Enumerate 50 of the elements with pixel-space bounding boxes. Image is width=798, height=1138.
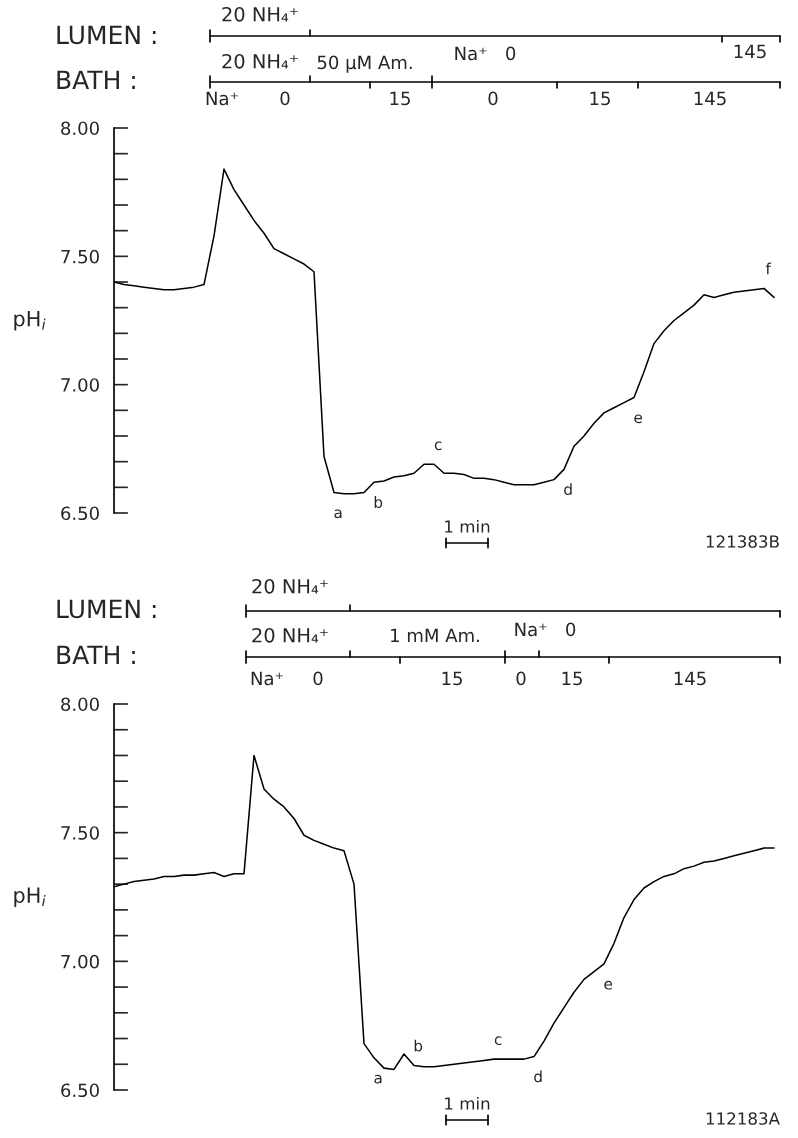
data-label: c (494, 1036, 502, 1046)
data-label: d (564, 483, 572, 496)
data-label: a (334, 509, 342, 519)
data-label: e (634, 414, 643, 424)
y-tick-label: 7.50 (61, 826, 99, 840)
text: 112183A (706, 1112, 780, 1125)
text: 20 NH₄⁺ (252, 627, 328, 643)
text: 20 NH₄⁺ (252, 578, 328, 594)
y-tick-label: 6.50 (61, 1083, 99, 1098)
text: BATH : (57, 645, 135, 664)
text: Na⁺ (251, 671, 283, 686)
text: 0 (280, 91, 290, 106)
data-label: e (604, 980, 613, 990)
y-tick-label: 8.00 (61, 121, 99, 136)
text: 15 (590, 91, 610, 106)
data-label: a (374, 1074, 382, 1084)
text: Na⁺ (206, 91, 238, 106)
y-tick-label: 8.00 (61, 697, 99, 712)
text: LUMEN : (57, 25, 156, 45)
y-tick-label: 7.00 (61, 954, 99, 969)
text: LUMEN : (57, 599, 156, 619)
y-tick-label: 6.50 (61, 506, 99, 521)
y-tick-label: 7.00 (61, 378, 99, 392)
data-label: b (374, 496, 383, 508)
y-axis-title: pH$_{i}$ (14, 311, 46, 331)
text: Na⁺ 0 (455, 46, 516, 61)
text: 1 min (445, 1096, 490, 1110)
data-label: d (534, 1070, 542, 1083)
y-tick-label: 7.50 (61, 249, 99, 264)
text: Na⁺ 0 (515, 622, 576, 637)
y-axis-title: pH$_{i}$ (14, 887, 46, 908)
text: 145 (694, 91, 726, 106)
data-label: f (765, 262, 772, 275)
text: 121383B (706, 535, 779, 548)
text: 50 μM Am. (317, 55, 412, 73)
text: 145 (674, 671, 706, 686)
text: 1 min (445, 519, 490, 533)
text: 15 (562, 671, 582, 686)
text: BATH : (57, 70, 135, 89)
text: 0 (516, 671, 526, 686)
data-label: b (414, 1039, 423, 1052)
text: 15 (390, 91, 410, 106)
data-label: c (434, 441, 442, 451)
text: 1 mM Am. (391, 628, 479, 642)
text: 0 (313, 671, 323, 686)
text: 15 (442, 671, 462, 686)
text: 20 NH₄⁺ (222, 6, 298, 22)
text: 0 (488, 91, 498, 106)
text: 145 (734, 44, 766, 59)
text: 20 NH₄⁺ (222, 53, 298, 69)
